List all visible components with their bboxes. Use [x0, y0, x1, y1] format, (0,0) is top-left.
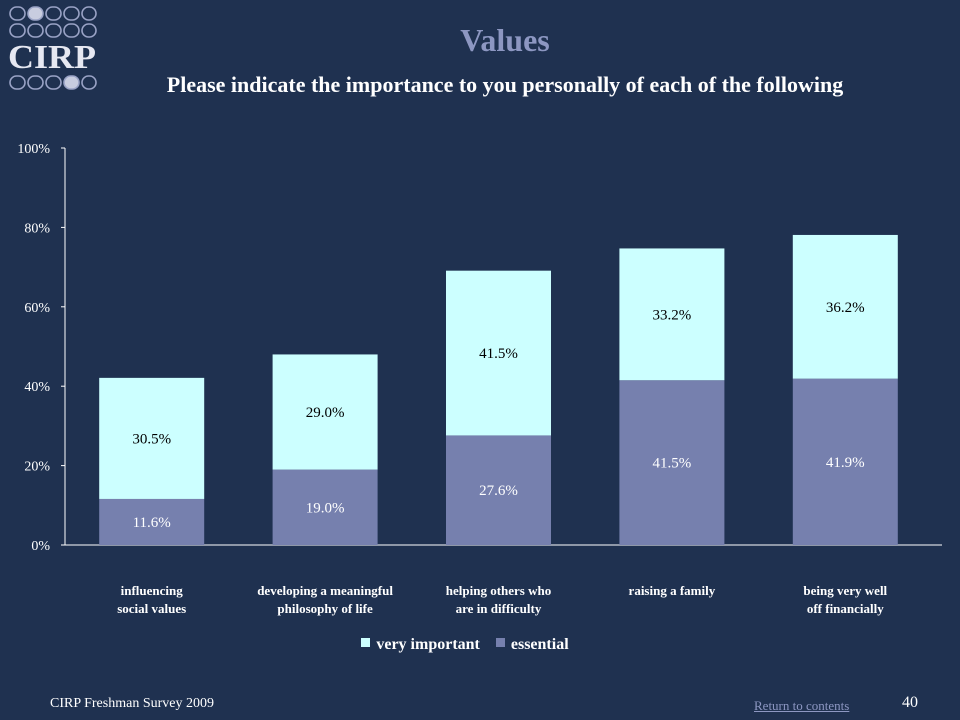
stacked-bar-chart: 0% 20% 40% 60% 80% 100% 11.6% 30.5% 19.0% 29.0% 2…	[17, 142, 942, 554]
category-label-line: social values	[117, 601, 187, 616]
y-tick-label: 0%	[31, 539, 50, 554]
data-label-very-important: 36.2%	[826, 300, 865, 316]
bar-essential	[272, 469, 378, 545]
data-label-very-important: 33.2%	[653, 307, 692, 323]
page-number: 40	[902, 694, 918, 711]
bar-essential	[446, 435, 551, 545]
data-label-essential: 41.9%	[826, 455, 865, 471]
y-tick-label: 40%	[24, 380, 50, 395]
y-tick-label: 20%	[24, 460, 50, 475]
category-label: influencing social values	[57, 582, 247, 618]
bar-very-important	[446, 270, 551, 436]
return-to-contents-link[interactable]: Return to contents	[754, 698, 850, 713]
logo-text: CIRP	[8, 39, 96, 76]
category-label-line: influencing	[120, 583, 183, 598]
data-label-essential: 27.6%	[479, 483, 518, 499]
bar-very-important	[619, 248, 725, 381]
category-label-line: philosophy of life	[277, 601, 373, 616]
category-label-line: raising a family	[628, 583, 716, 598]
bar-essential	[99, 498, 205, 545]
bar-essential	[619, 380, 725, 545]
category-label: raising a family	[577, 582, 767, 600]
data-label-very-important: 30.5%	[132, 431, 171, 447]
cirp-logo: CIRP	[8, 6, 97, 90]
data-label-essential: 41.5%	[653, 456, 692, 472]
legend-swatch-very-important	[361, 638, 371, 647]
data-label-very-important: 29.0%	[306, 405, 345, 421]
category-label-line: developing a meaningful	[257, 583, 393, 598]
category-label-line: off financially	[806, 601, 884, 616]
bar-essential	[792, 378, 898, 545]
legend-label-essential: essential	[510, 636, 569, 653]
legend-swatch-essential	[495, 638, 505, 647]
category-label-line: helping others who	[445, 583, 552, 598]
legend-item-essential: essential	[495, 636, 569, 654]
data-label-very-important: 41.5%	[479, 346, 518, 362]
data-label-essential: 19.0%	[306, 500, 345, 516]
category-label-line: being very well	[803, 583, 888, 598]
bar-very-important	[792, 234, 898, 379]
y-tick-label: 60%	[24, 301, 50, 316]
category-label: developing a meaningful philosophy of lif…	[230, 582, 420, 618]
y-tick-label: 100%	[17, 142, 50, 157]
bar-very-important	[272, 354, 378, 470]
legend-label-very-important: very important	[376, 636, 480, 653]
slide-subtitle: Please indicate the importance to you pe…	[166, 72, 844, 97]
category-label-line: are in difficulty	[455, 601, 542, 616]
slide-title: Values	[460, 22, 550, 58]
category-label: being very well off financially	[750, 582, 940, 618]
category-label: helping others who are in difficulty	[404, 582, 594, 618]
chart-legend: very important essential	[0, 636, 930, 654]
y-tick-label: 80%	[24, 221, 50, 236]
legend-item-very-important: very important	[361, 636, 480, 654]
bar-very-important	[99, 377, 205, 499]
data-label-essential: 11.6%	[133, 515, 171, 531]
survey-footer: CIRP Freshman Survey 2009	[50, 696, 214, 711]
